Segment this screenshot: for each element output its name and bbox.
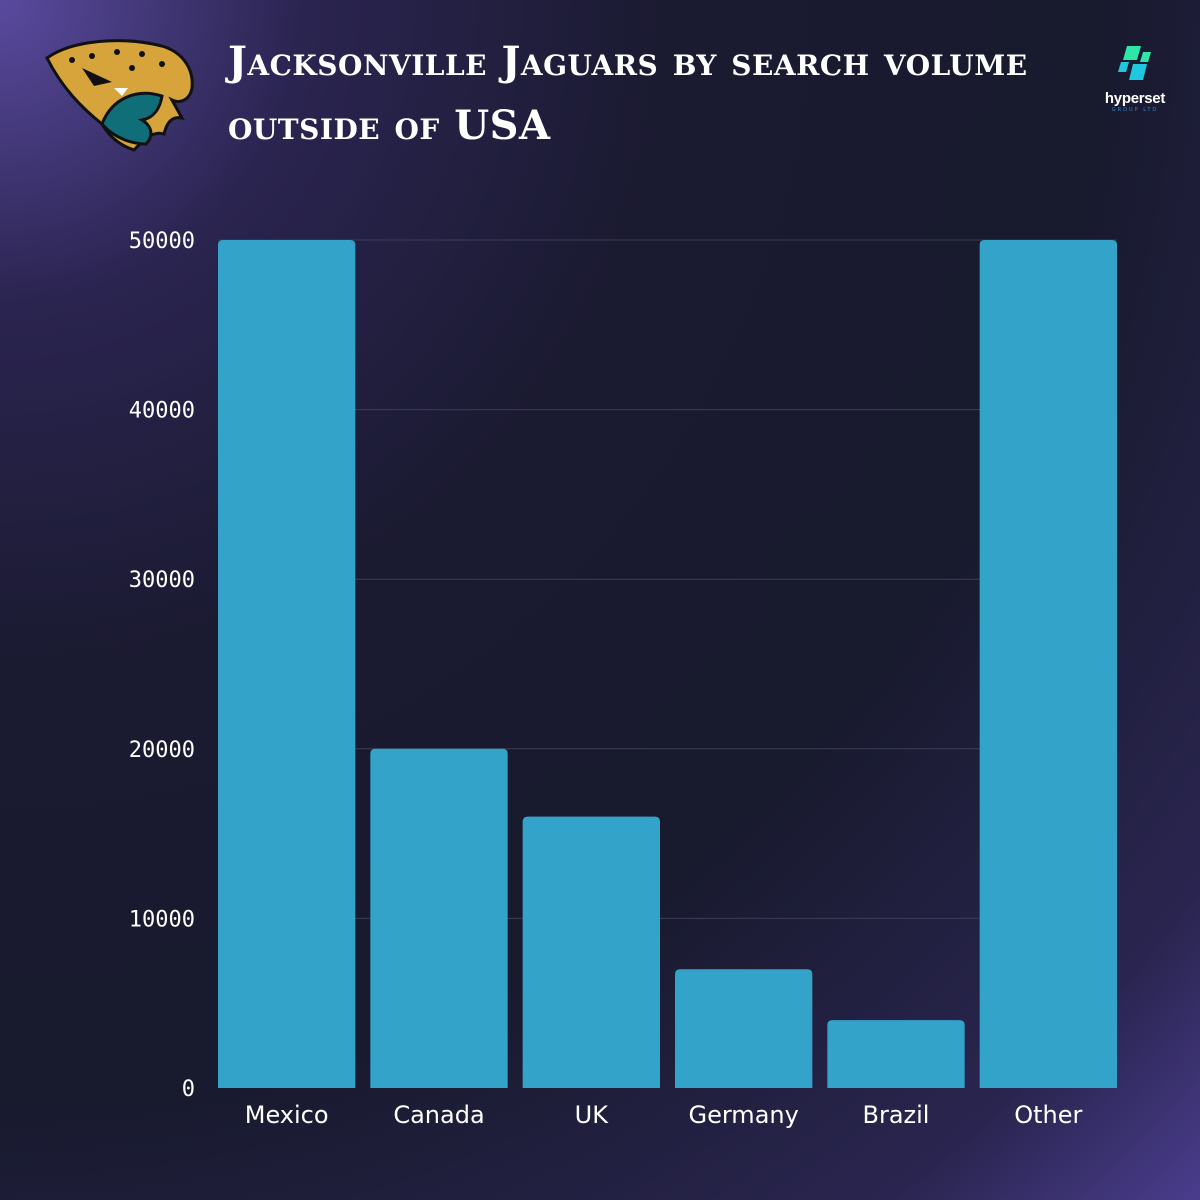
x-category-label: Canada bbox=[393, 1101, 484, 1129]
y-tick-label: 10000 bbox=[129, 907, 195, 932]
hyperset-logo: hyperset GROUP LTD bbox=[1092, 44, 1178, 113]
x-category-label: UK bbox=[575, 1101, 610, 1129]
x-category-label: Mexico bbox=[245, 1101, 329, 1129]
bar-uk bbox=[522, 816, 660, 1088]
y-tick-label: 40000 bbox=[129, 399, 195, 424]
hyperset-mark-icon bbox=[1118, 46, 1151, 80]
bar-other bbox=[979, 240, 1117, 1088]
x-category-label: Germany bbox=[689, 1101, 799, 1129]
bar-germany bbox=[675, 969, 813, 1088]
bar-canada bbox=[370, 748, 508, 1088]
y-tick-label: 50000 bbox=[129, 229, 195, 254]
y-tick-label: 20000 bbox=[129, 738, 195, 763]
x-category-label: Other bbox=[1014, 1101, 1082, 1129]
bar-mexico bbox=[218, 240, 356, 1088]
brand-subtitle: GROUP LTD bbox=[1111, 107, 1159, 113]
chart-title: Jacksonville Jaguars by search volume ou… bbox=[228, 38, 1028, 149]
y-tick-label: 30000 bbox=[129, 568, 195, 593]
brand-name: hyperset bbox=[1104, 90, 1166, 107]
jaguars-logo bbox=[42, 38, 197, 156]
jaguar-head-icon bbox=[45, 39, 194, 152]
y-tick-label: 0 bbox=[182, 1077, 195, 1102]
x-category-label: Brazil bbox=[863, 1101, 930, 1129]
bar-brazil bbox=[827, 1020, 965, 1088]
